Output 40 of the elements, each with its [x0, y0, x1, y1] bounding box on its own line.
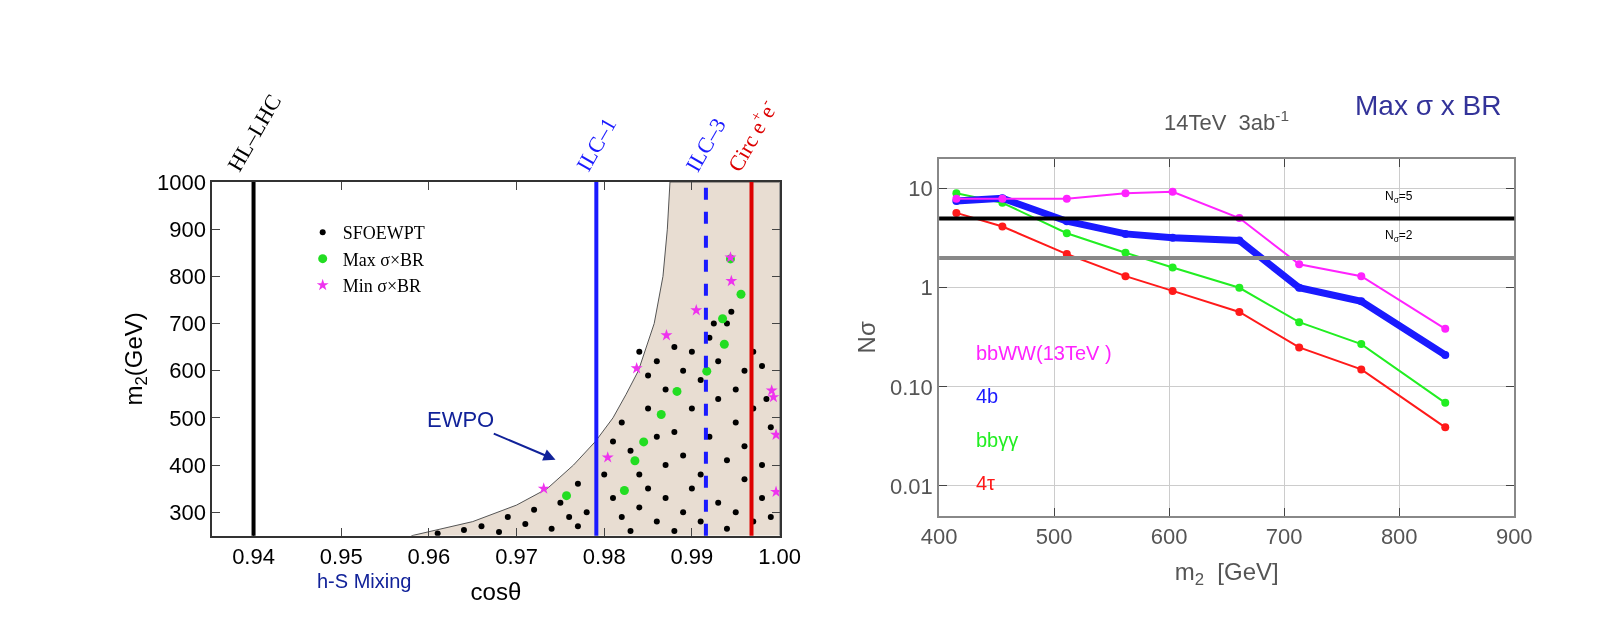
y-tick-label: 400	[169, 452, 206, 478]
text: Max σ x BR	[1355, 90, 1502, 121]
x-axis-title: m$_{2}$ [GeV]	[1174, 557, 1279, 589]
y-tick-label: 900	[169, 216, 206, 242]
y-tick-label: 600	[169, 358, 206, 384]
y-axis-title: Nσ	[852, 321, 880, 354]
x-tick-label: 0.98	[582, 544, 626, 570]
y-tick-label: 500	[169, 405, 206, 431]
ref-line-label: N$_{σ}$=5	[1385, 189, 1413, 205]
chart-title: 14TeV 3ab$^{-1}$	[1164, 107, 1289, 136]
x-tick-label: 900	[1495, 524, 1533, 550]
text: bbWW(13TeV )	[976, 342, 1112, 364]
y-tick-label: 700	[169, 311, 206, 337]
x-tick-label: 0.94	[232, 544, 275, 570]
x-tick-label: 0.99	[670, 544, 714, 570]
text: bbγγ	[976, 429, 1019, 451]
x-tick-label: 0.97	[495, 544, 538, 570]
y-tick-label: 1000	[156, 169, 206, 195]
x-axis-title: cosθ	[470, 577, 522, 605]
y-tick-label: 0.01	[889, 473, 933, 499]
y-tick-label: 800	[169, 264, 206, 290]
legend-label: Max σ×BR	[342, 249, 425, 270]
x-tick-label: 0.95	[319, 544, 363, 570]
x-tick-label: 1.00	[758, 544, 801, 570]
y-tick-label: 10	[908, 176, 933, 202]
ref-line-label: N$_{σ}$=2	[1385, 228, 1413, 244]
x-tick-label: 600	[1150, 524, 1188, 550]
y-tick-label: 300	[169, 499, 206, 525]
text: 4b	[976, 385, 999, 407]
x-tick-label: 0.96	[407, 544, 451, 570]
text: 4τ	[976, 472, 996, 494]
legend-label: Min σ×BR	[342, 276, 422, 297]
x-tick-label: 500	[1035, 524, 1073, 550]
text: h-S Mixing	[317, 570, 412, 592]
x-tick-label: 700	[1265, 524, 1303, 550]
y-tick-label: 0.10	[889, 374, 933, 400]
legend-label: SFOEWPT	[342, 223, 425, 244]
annotation: EWPO	[427, 407, 495, 432]
x-tick-label: 800	[1380, 524, 1418, 550]
y-tick-label: 1	[920, 275, 933, 301]
